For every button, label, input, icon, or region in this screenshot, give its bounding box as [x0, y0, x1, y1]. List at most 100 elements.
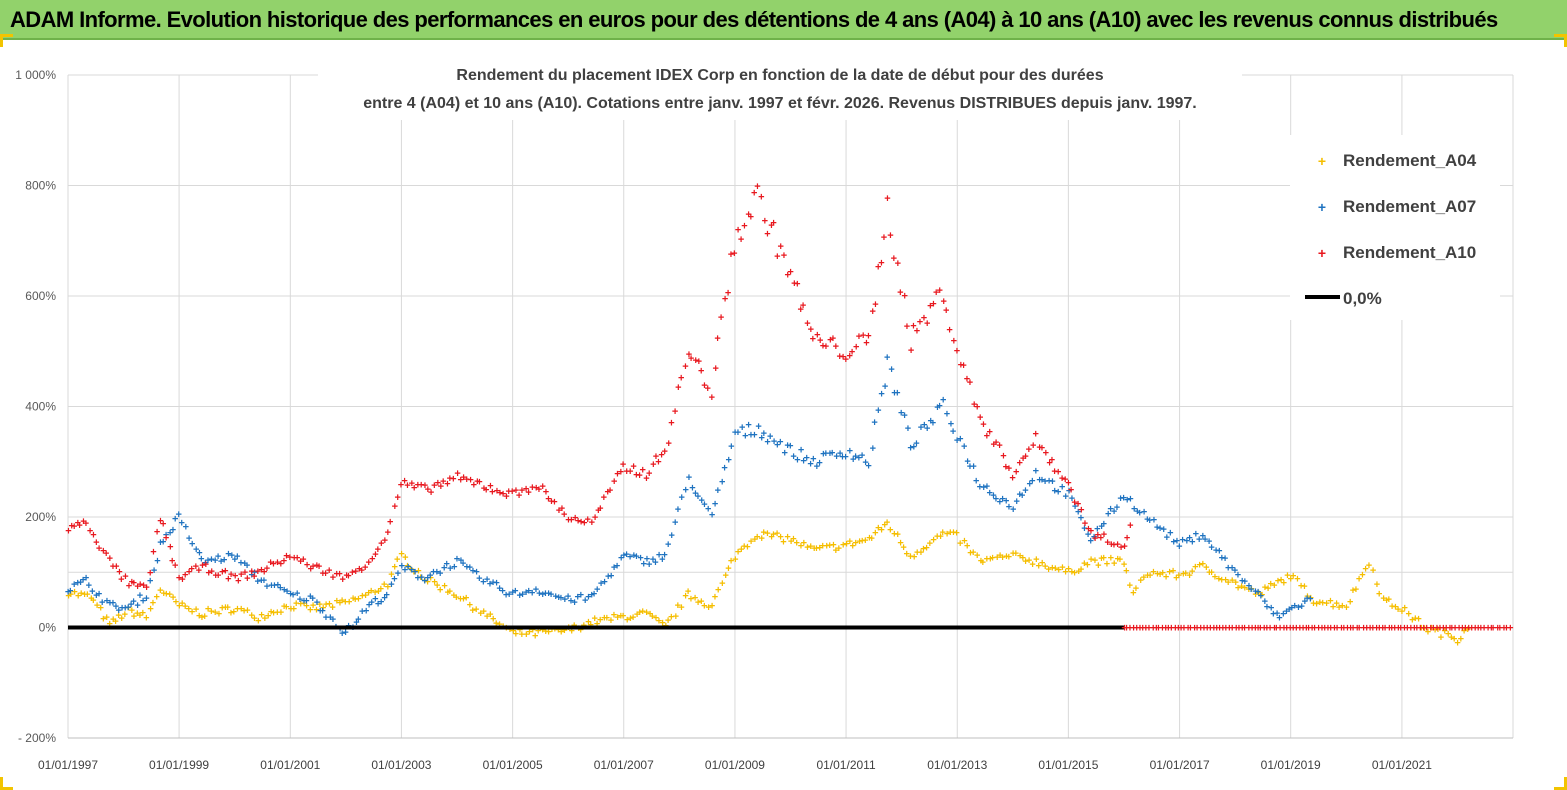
x-tick-label: 01/01/2013	[927, 758, 987, 772]
data-point: +	[251, 613, 257, 625]
data-point: +	[1127, 623, 1133, 635]
data-point: +	[1208, 542, 1214, 554]
data-point: +	[1022, 556, 1028, 568]
data-point: +	[89, 586, 95, 598]
data-point: +	[759, 432, 765, 444]
data-point: +	[99, 597, 105, 609]
data-point: +	[601, 492, 607, 504]
data-point: +	[1338, 623, 1344, 635]
data-point: +	[871, 417, 877, 429]
data-point: +	[1087, 536, 1093, 548]
data-point: +	[823, 448, 829, 460]
legend-item-a07[interactable]: + Rendement_A07	[1318, 197, 1476, 216]
data-point: +	[668, 418, 674, 430]
data-point: +	[255, 566, 261, 578]
data-point: +	[1187, 623, 1193, 635]
data-point: +	[301, 595, 307, 607]
data-point: +	[150, 598, 156, 610]
data-point: +	[843, 354, 849, 366]
data-point: +	[1235, 582, 1241, 594]
data-point: +	[1408, 623, 1414, 635]
data-point: +	[934, 531, 940, 543]
data-point: +	[692, 593, 698, 605]
data-point: +	[107, 597, 113, 609]
data-point: +	[1438, 632, 1444, 644]
data-point: +	[251, 571, 257, 583]
data-point: +	[327, 612, 333, 624]
data-point: +	[1302, 596, 1308, 608]
data-point: +	[458, 474, 464, 486]
data-point: +	[653, 612, 659, 624]
data-point: +	[1380, 593, 1386, 605]
data-point: +	[623, 549, 629, 561]
data-point: +	[611, 562, 617, 574]
data-point: +	[1022, 485, 1028, 497]
data-point: +	[837, 351, 843, 363]
data-point: +	[493, 577, 499, 589]
data-point: +	[1392, 601, 1398, 613]
data-point: +	[1362, 563, 1368, 575]
data-point: +	[589, 517, 595, 529]
data-point: +	[1305, 623, 1311, 635]
data-point: +	[695, 597, 701, 609]
data-point: +	[267, 557, 273, 569]
data-point: +	[1443, 623, 1449, 635]
data-point: +	[1434, 623, 1440, 635]
data-point: +	[362, 590, 368, 602]
data-point: +	[1154, 522, 1160, 534]
data-point: +	[650, 554, 656, 566]
data-point: +	[732, 554, 738, 566]
legend-item-a10[interactable]: + Rendement_A10	[1318, 243, 1476, 262]
data-point: +	[336, 569, 342, 581]
data-point: +	[897, 287, 903, 299]
data-point: +	[193, 604, 199, 616]
data-point: +	[996, 440, 1002, 452]
data-point: +	[761, 527, 767, 539]
data-point: +	[624, 615, 630, 627]
data-point: +	[1030, 440, 1036, 452]
data-point: +	[1207, 623, 1213, 635]
data-point: +	[1111, 506, 1117, 518]
data-point: +	[176, 600, 182, 612]
data-point: +	[100, 546, 106, 558]
data-point: +	[516, 490, 522, 502]
data-point: +	[1420, 623, 1426, 635]
data-point: +	[774, 439, 780, 451]
data-point: +	[536, 588, 542, 600]
data-point: +	[160, 519, 166, 531]
data-point: +	[169, 556, 175, 568]
data-point: +	[1039, 558, 1045, 570]
data-point: +	[1075, 506, 1081, 518]
data-point: +	[715, 485, 721, 497]
data-point: +	[1248, 583, 1254, 595]
data-point: +	[480, 577, 486, 589]
data-point: +	[984, 481, 990, 493]
data-point: +	[1114, 502, 1120, 514]
data-point: +	[725, 563, 731, 575]
data-point: +	[196, 547, 202, 559]
data-point: +	[1229, 623, 1235, 635]
data-point: +	[900, 542, 906, 554]
data-point: +	[839, 451, 845, 463]
data-point: +	[1176, 570, 1182, 582]
data-point: +	[751, 187, 757, 199]
legend-item-zero[interactable]: 0,0%	[1305, 289, 1382, 308]
data-point: +	[490, 614, 496, 626]
data-point: +	[878, 258, 884, 270]
data-point: +	[1220, 623, 1226, 635]
data-point: +	[265, 611, 271, 623]
data-point: +	[794, 278, 800, 290]
data-point: +	[137, 579, 143, 591]
data-point: +	[748, 212, 754, 224]
data-point: +	[74, 577, 80, 589]
data-point: +	[1252, 623, 1258, 635]
data-point: +	[1170, 566, 1176, 578]
data-point: +	[1136, 507, 1142, 519]
legend-item-a04[interactable]: + Rendement_A04	[1318, 151, 1477, 170]
data-point: +	[840, 540, 846, 552]
data-point: +	[167, 542, 173, 554]
data-point: +	[219, 602, 225, 614]
data-point: +	[758, 533, 764, 545]
x-tick-label: 01/01/1999	[149, 758, 209, 772]
data-point: +	[1459, 623, 1465, 635]
